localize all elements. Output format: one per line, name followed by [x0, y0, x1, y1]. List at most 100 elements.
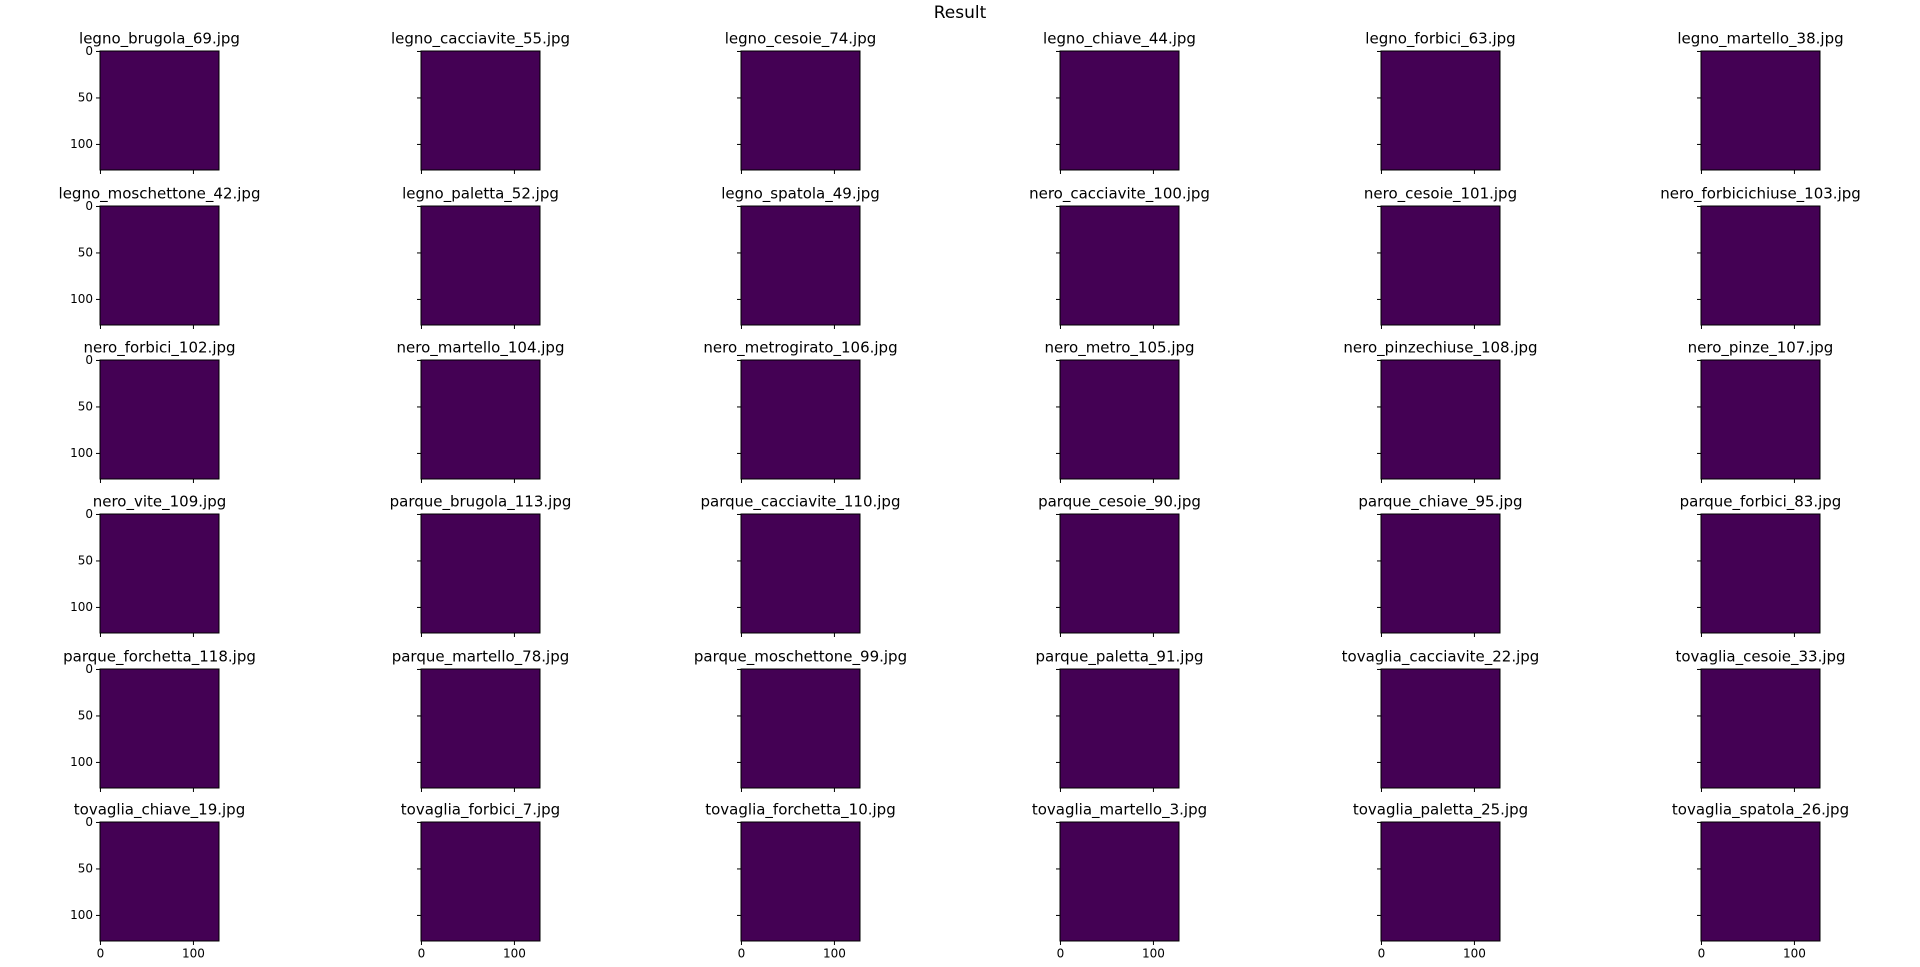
- panel-title: parque_forbici_83.jpg: [1680, 493, 1842, 512]
- axes-frame: [99, 821, 220, 942]
- axes-frame: [420, 50, 541, 171]
- panel-title: parque_moschettone_99.jpg: [694, 648, 907, 667]
- panel-title: legno_paletta_52.jpg: [402, 185, 559, 204]
- axes-frame: [1700, 821, 1821, 942]
- x-tick-label: 0: [738, 947, 746, 961]
- image: [741, 822, 860, 941]
- axes-frame: [1059, 513, 1180, 634]
- image: [100, 206, 219, 325]
- image: [1701, 514, 1820, 633]
- axes-frame: [1380, 513, 1501, 634]
- axes-frame: [1700, 513, 1821, 634]
- axes-frame: [1059, 668, 1180, 789]
- image: [421, 51, 540, 170]
- x-tick-label: 100: [1783, 947, 1806, 961]
- axes-frame: [740, 668, 861, 789]
- image: [421, 669, 540, 788]
- panel-title: parque_cesoie_90.jpg: [1038, 493, 1201, 512]
- panel-title: tovaglia_spatola_26.jpg: [1672, 801, 1849, 820]
- axes-frame: [1700, 205, 1821, 326]
- image: [1701, 51, 1820, 170]
- axes-frame: [1059, 50, 1180, 171]
- image: [741, 206, 860, 325]
- figure-title: Result: [934, 3, 987, 23]
- panel-title: nero_metrogirato_106.jpg: [703, 339, 897, 358]
- panel-title: nero_forbici_102.jpg: [83, 339, 235, 358]
- axes-frame: [740, 513, 861, 634]
- panel-title: parque_paletta_91.jpg: [1035, 648, 1203, 667]
- axes-frame: [420, 668, 541, 789]
- panel-title: parque_chiave_95.jpg: [1358, 493, 1522, 512]
- y-tick-label: 50: [78, 861, 93, 875]
- x-tick-label: 0: [97, 947, 105, 961]
- axes-frame: [1700, 50, 1821, 171]
- panel-title: nero_metro_105.jpg: [1044, 339, 1194, 358]
- y-tick-label: 0: [85, 815, 93, 829]
- y-tick-label: 100: [70, 446, 93, 460]
- x-tick-label: 0: [1378, 947, 1386, 961]
- axes-frame: [1700, 668, 1821, 789]
- panel-title: legno_spatola_49.jpg: [721, 185, 880, 204]
- image: [100, 669, 219, 788]
- y-tick-label: 50: [78, 399, 93, 413]
- image: [1701, 822, 1820, 941]
- panel-title: parque_martello_78.jpg: [392, 648, 570, 667]
- panel-title: nero_vite_109.jpg: [93, 493, 227, 512]
- axes-frame: [420, 513, 541, 634]
- axes-frame: [99, 668, 220, 789]
- image: [100, 822, 219, 941]
- y-tick-label: 50: [78, 245, 93, 259]
- image: [100, 51, 219, 170]
- panel-title: parque_brugola_113.jpg: [390, 493, 572, 512]
- image: [1381, 514, 1500, 633]
- image: [1381, 360, 1500, 479]
- x-tick-label: 100: [503, 947, 526, 961]
- panel-title: tovaglia_paletta_25.jpg: [1353, 801, 1528, 820]
- panel-title: legno_cacciavite_55.jpg: [391, 30, 570, 49]
- panel-title: tovaglia_forbici_7.jpg: [401, 801, 560, 820]
- x-tick-label: 100: [1463, 947, 1486, 961]
- image: [1060, 360, 1179, 479]
- axes-frame: [740, 821, 861, 942]
- axes-frame: [1059, 821, 1180, 942]
- image: [1060, 669, 1179, 788]
- axes-frame: [420, 205, 541, 326]
- panel-title: legno_moschettone_42.jpg: [59, 185, 261, 204]
- y-tick-label: 0: [85, 44, 93, 58]
- image: [1701, 669, 1820, 788]
- image: [1060, 514, 1179, 633]
- image: [1701, 206, 1820, 325]
- image: [741, 360, 860, 479]
- y-tick-label: 0: [85, 353, 93, 367]
- axes-frame: [1380, 821, 1501, 942]
- axes-frame: [1380, 50, 1501, 171]
- image: [1381, 822, 1500, 941]
- panel-title: nero_cacciavite_100.jpg: [1029, 185, 1210, 204]
- panel-title: nero_martello_104.jpg: [397, 339, 565, 358]
- image: [1060, 206, 1179, 325]
- image: [421, 822, 540, 941]
- y-tick-label: 100: [70, 137, 93, 151]
- y-tick-label: 0: [85, 199, 93, 213]
- axes-frame: [99, 513, 220, 634]
- axes-frame: [740, 50, 861, 171]
- image: [1060, 822, 1179, 941]
- axes-frame: [1059, 205, 1180, 326]
- axes-frame: [1059, 359, 1180, 480]
- image: [1381, 206, 1500, 325]
- image: [1701, 360, 1820, 479]
- image: [1381, 51, 1500, 170]
- image: [741, 514, 860, 633]
- panel-title: nero_pinzechiuse_108.jpg: [1343, 339, 1537, 358]
- y-tick-label: 100: [70, 600, 93, 614]
- axes-frame: [1700, 359, 1821, 480]
- panel-title: parque_forchetta_118.jpg: [63, 648, 256, 667]
- axes-frame: [740, 359, 861, 480]
- y-tick-label: 50: [78, 708, 93, 722]
- image: [421, 206, 540, 325]
- y-tick-label: 0: [85, 507, 93, 521]
- y-tick-label: 100: [70, 755, 93, 769]
- axes-frame: [99, 205, 220, 326]
- axes-frame: [1380, 205, 1501, 326]
- panel-title: nero_pinze_107.jpg: [1688, 339, 1834, 358]
